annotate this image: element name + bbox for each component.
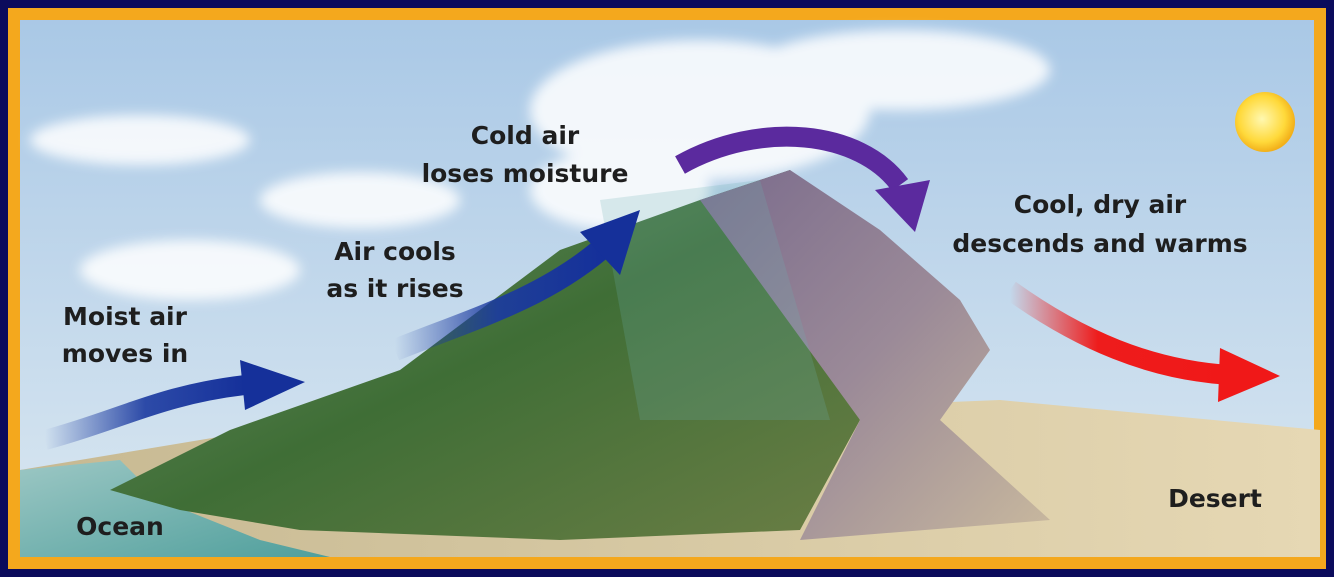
label: moves in — [62, 339, 188, 368]
page: {"labels": [ {"lines": ["Moist air", "mo… — [0, 0, 1334, 577]
label: descends and warms — [952, 229, 1247, 258]
label: Cool, dry air — [1014, 190, 1187, 219]
label: Desert — [1168, 484, 1262, 513]
label: Cold air — [471, 121, 580, 150]
sun — [1235, 92, 1295, 152]
label: Moist air — [63, 302, 188, 331]
label: Ocean — [76, 512, 164, 541]
label: loses moisture — [422, 159, 629, 188]
rain-shadow-diagram: Moist air moves in Air cools as it rises… — [0, 0, 1334, 577]
label: as it rises — [326, 274, 463, 303]
label: Air cools — [334, 237, 456, 266]
